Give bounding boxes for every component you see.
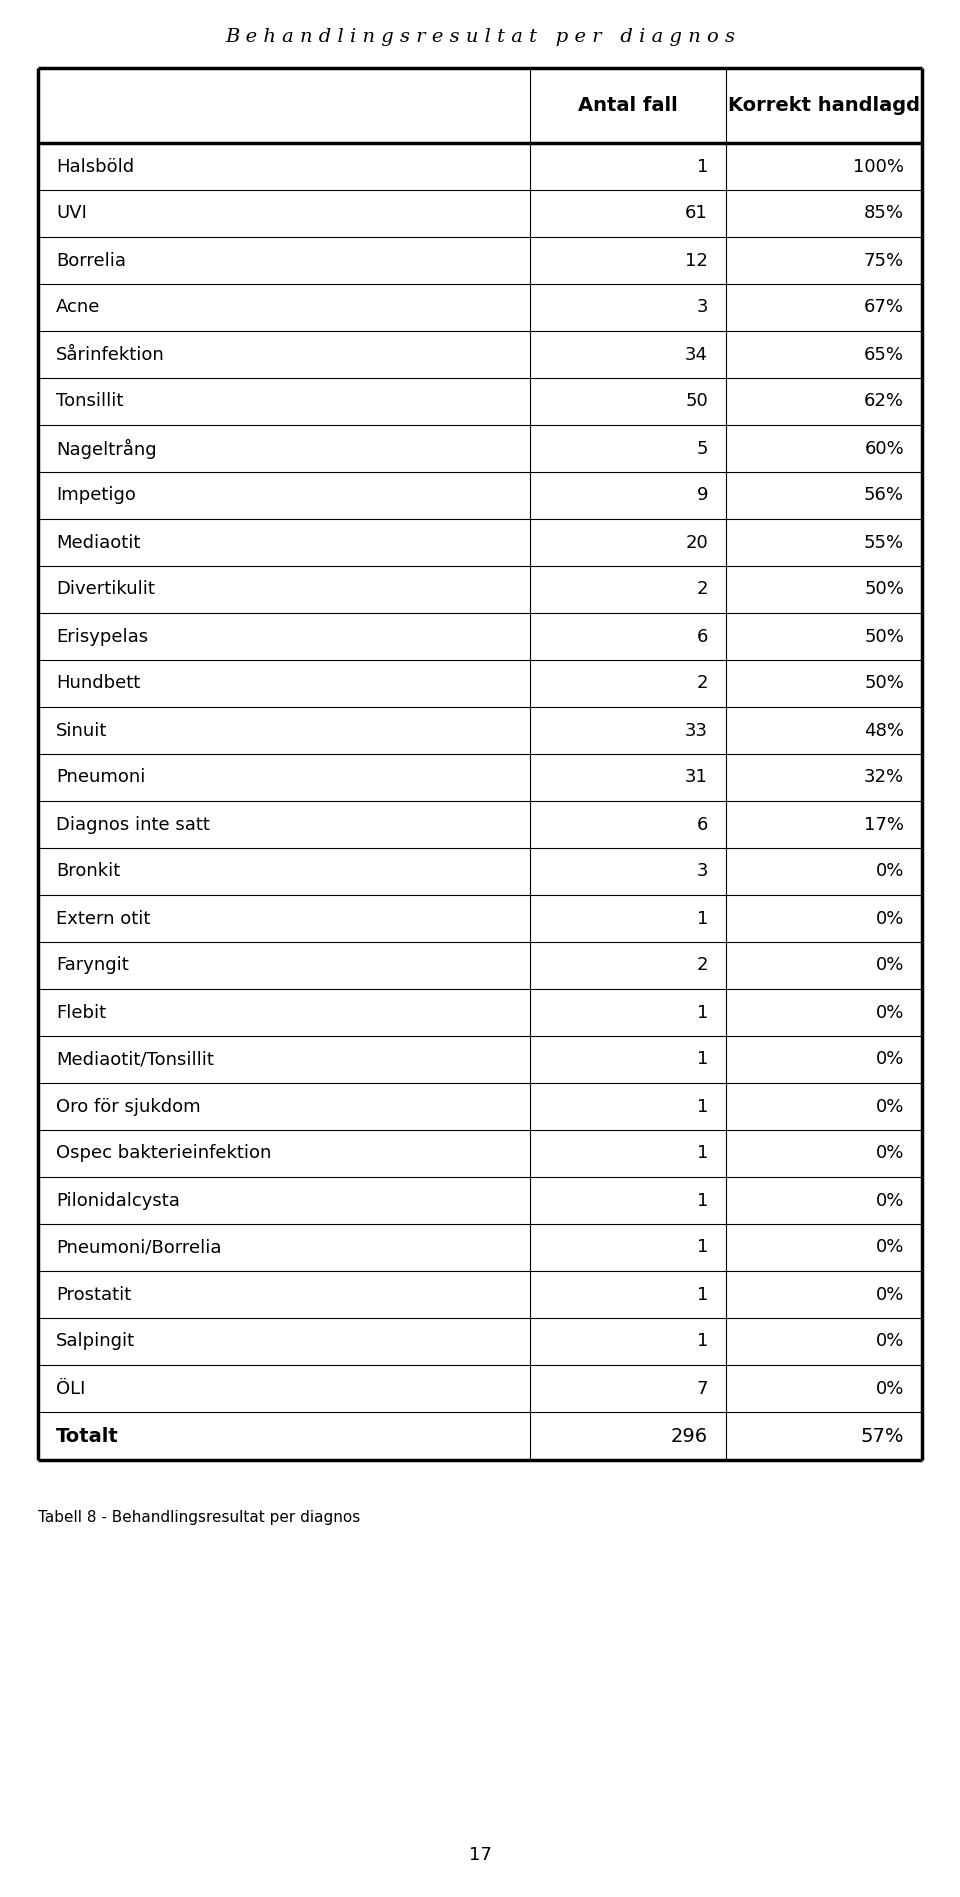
Text: 0%: 0% bbox=[876, 1239, 904, 1256]
Text: 12: 12 bbox=[685, 252, 708, 269]
Text: 32%: 32% bbox=[864, 768, 904, 787]
Text: Borrelia: Borrelia bbox=[56, 252, 126, 269]
Text: 56%: 56% bbox=[864, 486, 904, 505]
Text: 61: 61 bbox=[685, 205, 708, 222]
Text: 0%: 0% bbox=[876, 863, 904, 880]
Text: 1: 1 bbox=[697, 909, 708, 928]
Text: 9: 9 bbox=[697, 486, 708, 505]
Text: 2: 2 bbox=[697, 580, 708, 598]
Text: 48%: 48% bbox=[864, 721, 904, 740]
Text: 1: 1 bbox=[697, 1239, 708, 1256]
Text: 67%: 67% bbox=[864, 298, 904, 317]
Text: 60%: 60% bbox=[864, 440, 904, 457]
Text: Halsböld: Halsböld bbox=[56, 157, 134, 176]
Text: 17: 17 bbox=[468, 1846, 492, 1865]
Text: Erisypelas: Erisypelas bbox=[56, 628, 148, 645]
Text: 6: 6 bbox=[697, 628, 708, 645]
Text: 31: 31 bbox=[685, 768, 708, 787]
Text: 34: 34 bbox=[685, 345, 708, 364]
Text: 1: 1 bbox=[697, 1332, 708, 1351]
Text: 75%: 75% bbox=[864, 252, 904, 269]
Text: 85%: 85% bbox=[864, 205, 904, 222]
Text: 0%: 0% bbox=[876, 1379, 904, 1398]
Text: 50%: 50% bbox=[864, 675, 904, 692]
Text: 0%: 0% bbox=[876, 1286, 904, 1303]
Text: B e h a n d l i n g s r e s u l t a t   p e r   d i a g n o s: B e h a n d l i n g s r e s u l t a t p … bbox=[225, 28, 735, 46]
Text: 0%: 0% bbox=[876, 1191, 904, 1210]
Text: Nageltrång: Nageltrång bbox=[56, 438, 156, 459]
Text: Korrekt handlagd: Korrekt handlagd bbox=[728, 97, 920, 116]
Text: 1: 1 bbox=[697, 157, 708, 176]
Text: 50: 50 bbox=[685, 393, 708, 410]
Text: 0%: 0% bbox=[876, 1332, 904, 1351]
Text: 1: 1 bbox=[697, 1144, 708, 1163]
Text: 3: 3 bbox=[697, 863, 708, 880]
Text: Oro för sjukdom: Oro för sjukdom bbox=[56, 1098, 201, 1115]
Text: Pneumoni: Pneumoni bbox=[56, 768, 145, 787]
Text: Sårinfektion: Sårinfektion bbox=[56, 345, 165, 364]
Text: Faryngit: Faryngit bbox=[56, 956, 129, 975]
Text: 1: 1 bbox=[697, 1098, 708, 1115]
Text: 0%: 0% bbox=[876, 1051, 904, 1068]
Text: 5: 5 bbox=[697, 440, 708, 457]
Text: UVI: UVI bbox=[56, 205, 86, 222]
Text: Divertikulit: Divertikulit bbox=[56, 580, 155, 598]
Text: Hundbett: Hundbett bbox=[56, 675, 140, 692]
Text: 7: 7 bbox=[697, 1379, 708, 1398]
Text: 65%: 65% bbox=[864, 345, 904, 364]
Text: 17%: 17% bbox=[864, 816, 904, 833]
Text: 1: 1 bbox=[697, 1051, 708, 1068]
Text: Bronkit: Bronkit bbox=[56, 863, 120, 880]
Text: 1: 1 bbox=[697, 1004, 708, 1021]
Text: 6: 6 bbox=[697, 816, 708, 833]
Text: 0%: 0% bbox=[876, 1144, 904, 1163]
Text: Acne: Acne bbox=[56, 298, 101, 317]
Text: Diagnos inte satt: Diagnos inte satt bbox=[56, 816, 210, 833]
Text: 0%: 0% bbox=[876, 1004, 904, 1021]
Text: 62%: 62% bbox=[864, 393, 904, 410]
Text: 296: 296 bbox=[671, 1427, 708, 1446]
Text: Prostatit: Prostatit bbox=[56, 1286, 132, 1303]
Text: ÖLI: ÖLI bbox=[56, 1379, 85, 1398]
Text: 50%: 50% bbox=[864, 628, 904, 645]
Text: Mediaotit: Mediaotit bbox=[56, 533, 140, 552]
Text: 100%: 100% bbox=[853, 157, 904, 176]
Text: Pneumoni/Borrelia: Pneumoni/Borrelia bbox=[56, 1239, 222, 1256]
Text: 0%: 0% bbox=[876, 909, 904, 928]
Text: Extern otit: Extern otit bbox=[56, 909, 151, 928]
Text: 0%: 0% bbox=[876, 1098, 904, 1115]
Text: 33: 33 bbox=[685, 721, 708, 740]
Text: Totalt: Totalt bbox=[56, 1427, 119, 1446]
Text: 20: 20 bbox=[685, 533, 708, 552]
Text: Impetigo: Impetigo bbox=[56, 486, 136, 505]
Text: Pilonidalcysta: Pilonidalcysta bbox=[56, 1191, 180, 1210]
Text: 1: 1 bbox=[697, 1286, 708, 1303]
Text: 55%: 55% bbox=[864, 533, 904, 552]
Text: Tabell 8 - Behandlingsresultat per diagnos: Tabell 8 - Behandlingsresultat per diagn… bbox=[38, 1510, 360, 1525]
Text: Flebit: Flebit bbox=[56, 1004, 107, 1021]
Text: 0%: 0% bbox=[876, 956, 904, 975]
Text: 3: 3 bbox=[697, 298, 708, 317]
Text: 1: 1 bbox=[697, 1191, 708, 1210]
Text: Sinuit: Sinuit bbox=[56, 721, 108, 740]
Text: Salpingit: Salpingit bbox=[56, 1332, 135, 1351]
Text: 2: 2 bbox=[697, 956, 708, 975]
Text: Ospec bakterieinfektion: Ospec bakterieinfektion bbox=[56, 1144, 272, 1163]
Text: 50%: 50% bbox=[864, 580, 904, 598]
Text: 2: 2 bbox=[697, 675, 708, 692]
Text: Antal fall: Antal fall bbox=[578, 97, 678, 116]
Text: 57%: 57% bbox=[860, 1427, 904, 1446]
Text: Tonsillit: Tonsillit bbox=[56, 393, 124, 410]
Text: Mediaotit/Tonsillit: Mediaotit/Tonsillit bbox=[56, 1051, 214, 1068]
